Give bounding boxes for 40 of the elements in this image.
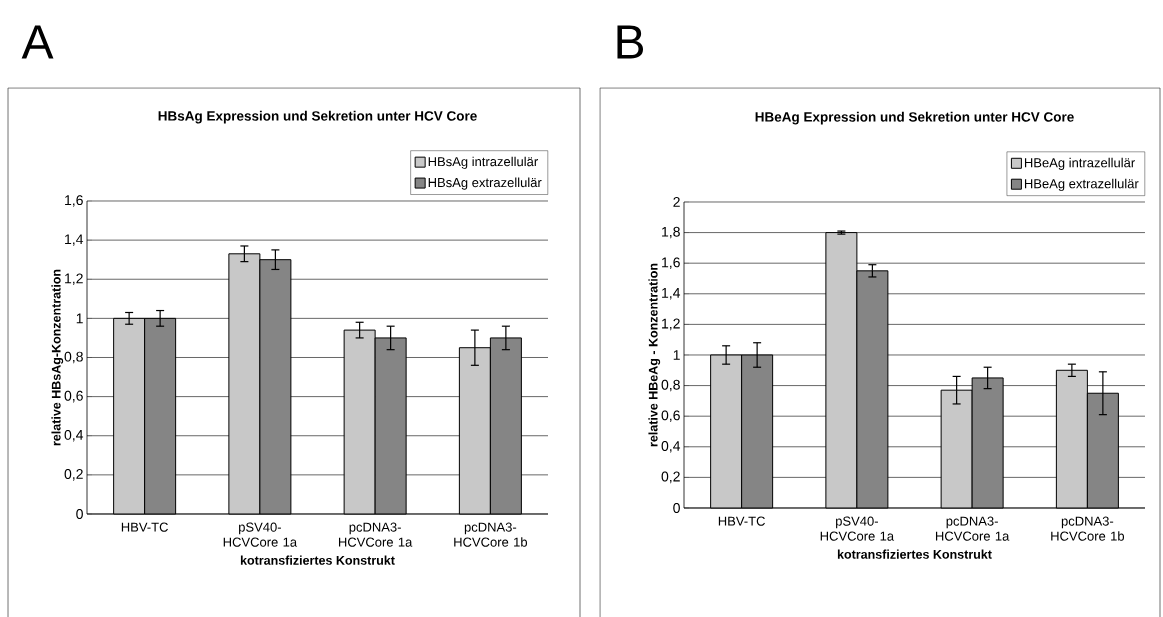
x-tick-label: pSV40- HCVCore 1a [820, 516, 895, 541]
y-tick-label: 1,2 [65, 273, 83, 286]
legend-label: HBeAg intrazellulär [1024, 157, 1135, 170]
text: B [617, 25, 644, 59]
y-tick-label: 0,6 [64, 390, 83, 403]
y-tick-label: 1,4 [662, 288, 681, 300]
y-axis-title: relative HBeAg - Konzentration [648, 263, 661, 447]
x-tick-label: pSV40- HCVCore 1a [223, 522, 298, 547]
y-tick-label: 1 [673, 350, 680, 360]
y-tick-label: 1,6 [662, 257, 680, 269]
y-tick-label: 0,2 [661, 471, 680, 484]
x-tick-label: HBV-TC [718, 516, 765, 526]
legend-label: HBsAg intrazellulär [428, 156, 538, 169]
y-tick-label: 1 [76, 313, 83, 324]
x-tick-label: HBV-TC [121, 522, 168, 532]
x-axis-title: kotransfiziertes Konstrukt [837, 549, 992, 559]
y-tick-label: 0,4 [661, 440, 681, 453]
y-tick-label: 0,4 [64, 429, 84, 442]
chart-title: HBsAg Expression und Sekretion unter HCV Core [158, 110, 477, 124]
y-tick-label: 0,2 [64, 469, 83, 481]
x-tick-label: pcDNA3- HCVCore 1b [1051, 516, 1125, 541]
y-tick-label: 0,8 [661, 379, 680, 392]
text: A [21, 25, 54, 59]
y-tick-label: 2 [673, 197, 680, 207]
x-axis-title: kotransfiziertes Konstrukt [240, 555, 395, 565]
y-tick-label: 1,4 [65, 234, 84, 246]
y-axis-title: relative HBsAg-Konzentration [51, 269, 64, 446]
x-tick-label: pcDNA3- HCVCore 1a [935, 516, 1010, 541]
y-tick-label: 0,8 [64, 351, 83, 364]
y-tick-label: 0 [76, 509, 83, 519]
y-tick-label: 0,6 [661, 410, 680, 422]
y-tick-label: 0 [673, 503, 680, 513]
legend-label: HBsAg extrazellulär [428, 177, 542, 190]
y-tick-label: 1,8 [662, 226, 680, 239]
x-tick-label: pcDNA3- HCVCore 1a [338, 522, 413, 547]
y-tick-label: 1,2 [662, 318, 680, 331]
y-tick-label: 1,6 [65, 195, 83, 207]
chart-title: HBeAg Expression und Sekretion unter HCV Core [755, 111, 1074, 125]
x-tick-label: pcDNA3- HCVCore 1b [454, 522, 528, 547]
legend-label: HBeAg extrazellulär [1024, 178, 1139, 191]
